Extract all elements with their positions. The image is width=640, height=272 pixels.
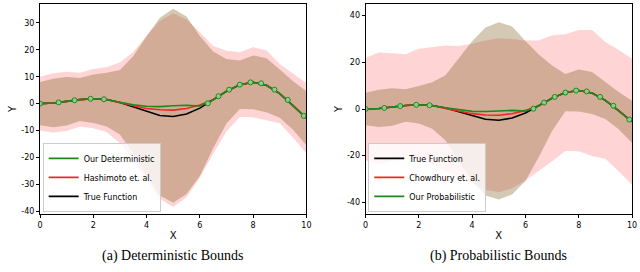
svg-text:20: 20 <box>24 46 34 55</box>
svg-text:Y: Y <box>7 105 18 113</box>
svg-text:-40: -40 <box>21 207 34 216</box>
svg-text:4: 4 <box>470 221 475 230</box>
svg-text:8: 8 <box>251 221 256 230</box>
svg-text:(b) Probabilistic Bounds: (b) Probabilistic Bounds <box>430 248 567 264</box>
svg-text:0: 0 <box>355 105 360 114</box>
svg-text:True Function: True Function <box>408 155 463 164</box>
svg-text:X: X <box>495 230 502 241</box>
svg-text:0: 0 <box>363 221 368 230</box>
svg-text:6: 6 <box>197 221 202 230</box>
svg-text:-30: -30 <box>21 180 34 189</box>
svg-text:-10: -10 <box>21 126 34 135</box>
svg-text:-20: -20 <box>21 153 34 162</box>
svg-text:Hashimoto et. al.: Hashimoto et. al. <box>84 174 152 183</box>
svg-text:10: 10 <box>301 221 311 230</box>
svg-text:0: 0 <box>37 221 42 230</box>
svg-text:Our Deterministic: Our Deterministic <box>84 155 155 164</box>
svg-text:Our Probabilistic: Our Probabilistic <box>409 193 475 202</box>
svg-text:20: 20 <box>350 58 360 67</box>
svg-text:30: 30 <box>24 19 34 28</box>
svg-text:(a) Deterministic Bounds: (a) Deterministic Bounds <box>102 248 244 264</box>
svg-text:10: 10 <box>24 72 34 81</box>
svg-text:10: 10 <box>627 221 637 230</box>
svg-text:-40: -40 <box>347 198 360 207</box>
svg-text:40: 40 <box>350 11 360 20</box>
svg-text:Chowdhury et. al.: Chowdhury et. al. <box>409 174 480 183</box>
svg-text:-20: -20 <box>347 151 360 160</box>
svg-text:6: 6 <box>523 221 528 230</box>
svg-text:Y: Y <box>333 105 344 113</box>
svg-text:4: 4 <box>144 221 149 230</box>
svg-text:8: 8 <box>576 221 581 230</box>
svg-text:X: X <box>170 230 177 241</box>
svg-text:2: 2 <box>91 221 96 230</box>
svg-text:True Function: True Function <box>83 193 138 202</box>
svg-text:0: 0 <box>29 99 34 108</box>
svg-text:2: 2 <box>416 221 421 230</box>
